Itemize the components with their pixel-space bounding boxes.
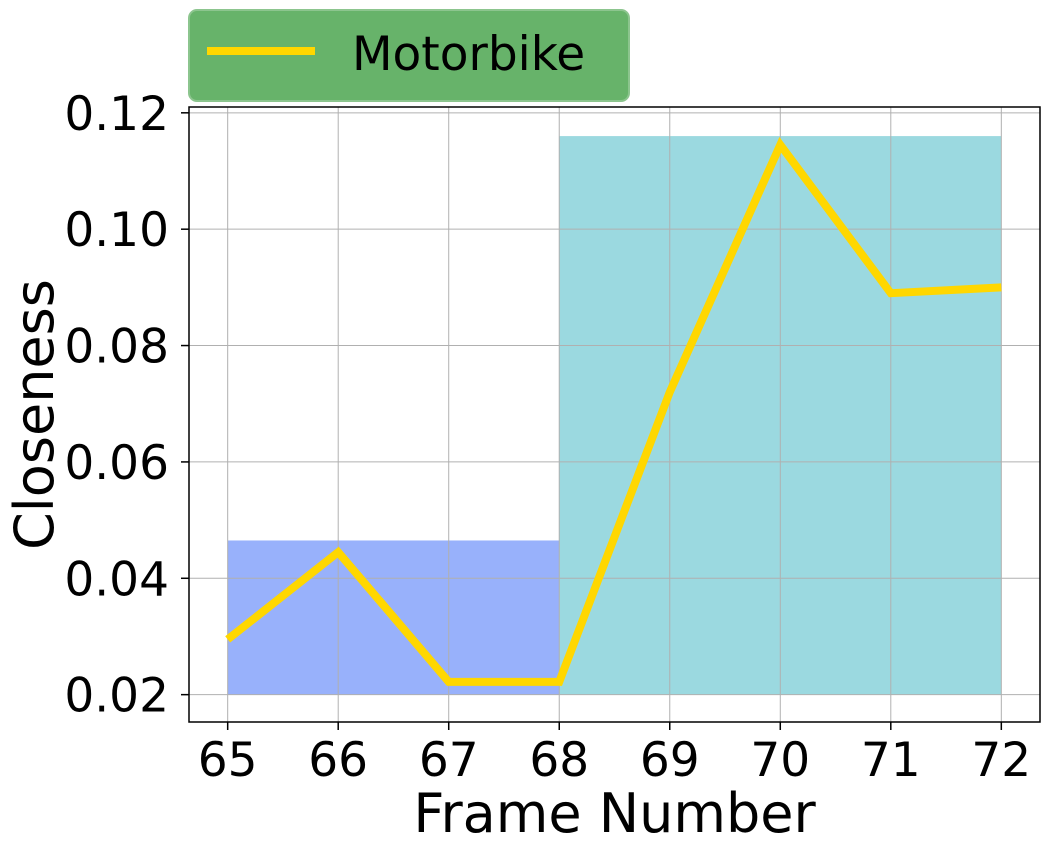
plot-frame	[188, 106, 1041, 723]
shaded-regions	[227, 136, 1002, 695]
y-axis-ticks: 0.02 0.04 0.06 0.08 0.10 0.12	[64, 87, 189, 724]
x-tick-label: 71	[861, 733, 921, 788]
y-tick-label: 0.06	[64, 436, 169, 491]
x-axis-ticks: 65 66 67 68 69 70 71 72	[198, 722, 1031, 788]
y-tick-label: 0.10	[64, 203, 169, 258]
legend-label-motorbike: Motorbike	[352, 27, 585, 82]
x-tick-label: 69	[640, 733, 700, 788]
x-tick-label: 66	[308, 733, 368, 788]
grid-lines	[189, 107, 1040, 722]
x-tick-label: 72	[971, 733, 1031, 788]
x-axis-title: Frame Number	[413, 782, 816, 845]
legend: Motorbike	[188, 9, 630, 102]
y-tick-label: 0.04	[64, 552, 169, 607]
legend-box	[188, 9, 630, 102]
y-tick-label: 0.08	[64, 320, 169, 375]
y-tick-label: 0.12	[64, 87, 169, 142]
y-axis-title: Closeness	[3, 279, 66, 550]
x-tick-label: 70	[750, 733, 810, 788]
x-tick-label: 65	[198, 733, 258, 788]
series-line-motorbike	[225, 136, 1002, 686]
y-tick-label: 0.02	[64, 669, 169, 724]
x-tick-label: 67	[419, 733, 479, 788]
series-lines	[225, 136, 1002, 686]
x-tick-label: 68	[529, 733, 589, 788]
